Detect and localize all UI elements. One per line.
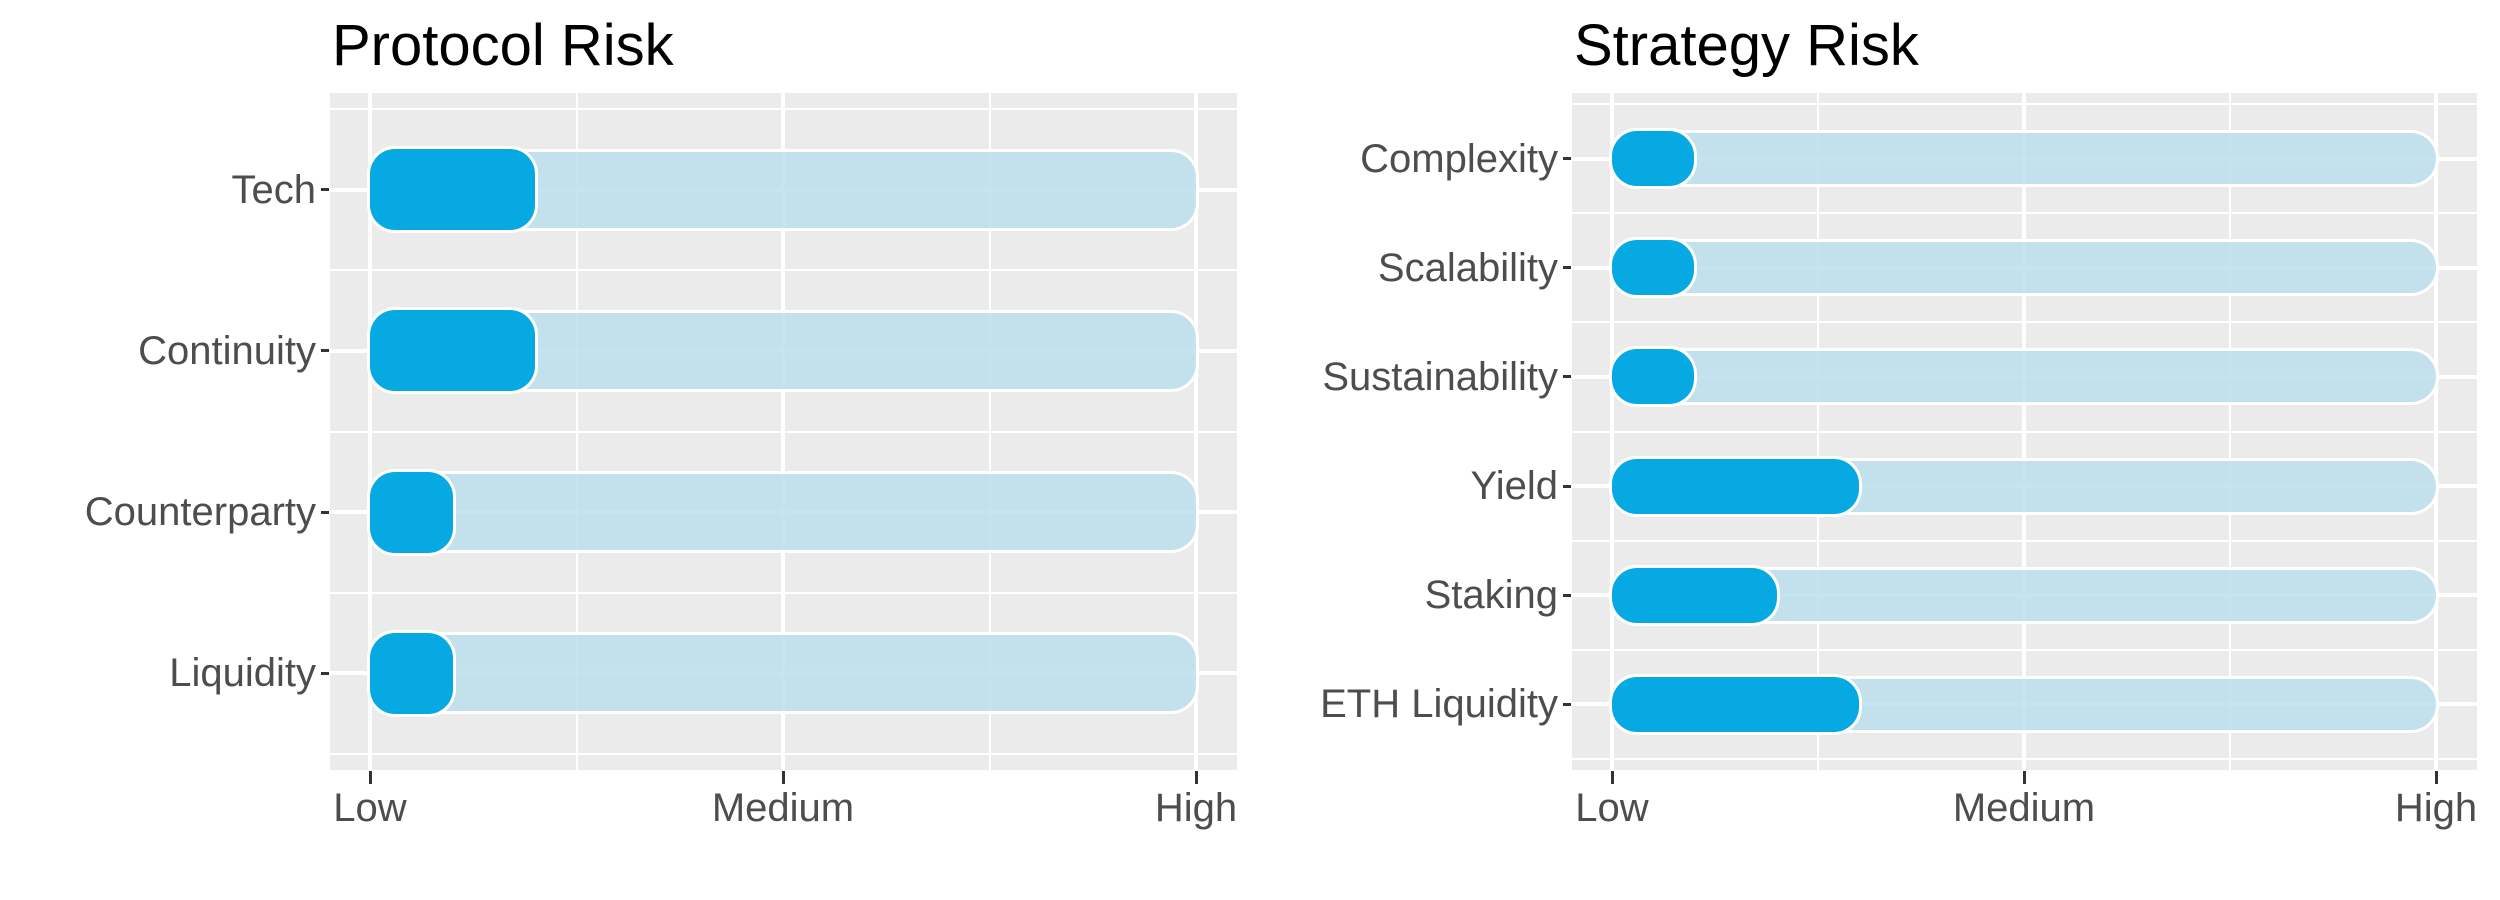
y-tick [1563, 266, 1571, 270]
x-tick-label: High [1154, 786, 1238, 830]
x-gridline-major [368, 93, 372, 770]
y-axis-label: Yield [1470, 464, 1558, 508]
x-tick-label: Low [1575, 786, 1649, 830]
y-tick [1563, 702, 1571, 706]
y-tick [1563, 375, 1571, 379]
bar-value [1612, 131, 1694, 186]
bar-track [370, 474, 1196, 550]
bar-value [370, 472, 453, 553]
y-axis-label: Staking [1424, 573, 1558, 617]
bar-value [1612, 459, 1859, 514]
bar-value [1612, 568, 1777, 623]
y-tick [1563, 157, 1571, 161]
protocol-risk-chart: Protocol Risk Low Medium High Tech Continuit… [84, 13, 1237, 831]
y-tick [1563, 593, 1571, 597]
bar-track [1612, 351, 2436, 402]
x-tick [2022, 771, 2026, 784]
bar-value [370, 310, 535, 391]
x-tick-label: Medium [1952, 786, 2096, 830]
y-axis-label: Counterparty [84, 490, 316, 534]
x-gridline-major [1194, 93, 1198, 770]
x-tick [2434, 771, 2438, 784]
x-tick [781, 771, 785, 784]
bar-value [1612, 349, 1694, 404]
bar-value [1612, 240, 1694, 295]
x-tick [1194, 771, 1198, 784]
y-tick [1563, 484, 1571, 488]
bar-value [370, 633, 453, 714]
bar-track [1612, 242, 2436, 293]
x-tick-label: High [2394, 786, 2478, 830]
y-axis-label: Sustainability [1322, 355, 1558, 399]
bar-track [370, 635, 1196, 711]
chart-title-strategy-risk: Strategy Risk [1574, 13, 1919, 78]
y-axis-label: Complexity [1360, 137, 1558, 181]
bar-value [1612, 677, 1859, 732]
x-gridline-major [2434, 93, 2438, 770]
y-tick [321, 188, 329, 192]
y-axis-label: Scalability [1377, 246, 1558, 290]
bar-track [1612, 133, 2436, 184]
chart-title-protocol-risk: Protocol Risk [332, 13, 674, 78]
x-tick-label: Medium [711, 786, 855, 830]
y-axis-label: ETH Liquidity [1320, 682, 1558, 726]
x-gridline-major [781, 93, 785, 770]
x-gridline-major [2022, 93, 2026, 770]
x-tick [1610, 771, 1614, 784]
y-tick [321, 510, 329, 514]
y-axis-label: Continuity [138, 329, 316, 373]
x-tick [368, 771, 372, 784]
bar-value [370, 149, 535, 230]
strategy-risk-chart: Strategy Risk Low Medium High Complexity Sca… [1250, 0, 2500, 900]
y-axis-label: Tech [231, 168, 317, 212]
x-gridline-major [1610, 93, 1614, 770]
y-axis-label: Liquidity [169, 651, 316, 695]
y-tick [321, 349, 329, 353]
y-tick [321, 671, 329, 675]
x-tick-label: Low [333, 786, 407, 830]
